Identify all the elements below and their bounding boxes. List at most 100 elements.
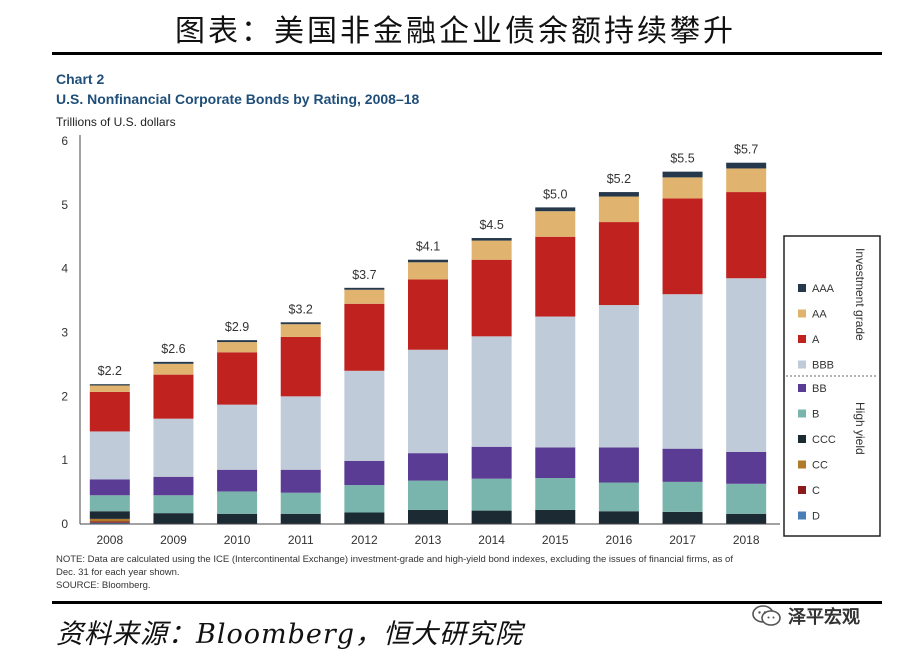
legend-swatch-bb [798,384,806,392]
total-label-2011: $3.2 [289,302,313,316]
bar-segment-bb-2014 [471,446,512,479]
bar-segment-b-2013 [408,480,448,510]
bar-segment-a-2009 [153,374,194,419]
chart-label: Chart 2 [56,71,104,87]
bar-segment-a-2010 [217,352,258,405]
total-label-2017: $5.5 [670,152,694,166]
total-label-2013: $4.1 [416,240,440,254]
note-line-2: Dec. 31 for each year shown. [56,567,180,578]
bar-segment-a-2012 [344,303,385,371]
bar-segment-aaa-2013 [408,259,448,263]
bar-segment-bbb-2010 [217,404,258,470]
legend-label-ccc: CCC [812,434,836,446]
bar-segment-b-2008 [89,495,130,512]
total-label-2010: $2.9 [225,320,249,334]
total-label-2018: $5.7 [734,143,758,157]
y-tick-label: 2 [61,389,68,403]
bar-segment-ccc-2013 [408,509,448,524]
bar-segment-c-2008 [89,521,130,523]
bar-segment-b-2012 [344,485,385,513]
bar-segment-aa-2018 [726,168,767,193]
total-label-2015: $5.0 [543,187,567,201]
bars [89,162,767,524]
page-heading: 图表：美国非金融企业债余额持续攀升 [175,14,736,49]
legend-label-cc: CC [812,460,828,472]
bar-segment-bb-2010 [217,469,258,492]
bar-segment-aaa-2012 [344,287,385,290]
bar-segment-bbb-2011 [280,396,321,470]
bar-segment-b-2015 [535,478,576,510]
note-line-1: NOTE: Data are calculated using the ICE … [56,554,733,565]
bar-segment-b-2009 [153,495,194,514]
bar-segment-d-2008 [89,522,130,524]
bar-segment-b-2017 [662,481,703,512]
bar-segment-aa-2014 [471,240,512,260]
bar-segment-a-2014 [471,259,512,337]
bar-segment-aa-2017 [662,177,703,199]
legend-swatch-cc [798,460,806,469]
x-tick-label-2011: 2011 [288,533,314,547]
total-label-2012: $3.7 [352,268,376,282]
bar-segment-aaa-2016 [598,192,639,197]
bar-segment-aaa-2014 [471,238,512,241]
y-tick-label: 4 [61,262,68,276]
watermark: 泽平宏观 [752,604,860,628]
bar-segment-bb-2008 [89,479,130,496]
bar-segment-bb-2013 [408,453,448,481]
x-tick-label-2014: 2014 [478,533,505,547]
wechat-icon [752,605,781,626]
bar-segment-aa-2010 [217,342,258,353]
bar-segment-b-2010 [217,491,258,514]
total-label-2009: $2.6 [161,342,185,356]
bar-segment-ccc-2008 [89,511,130,519]
bar-segment-bb-2011 [280,469,321,493]
bar-segment-aa-2012 [344,289,385,304]
y-tick-label: 1 [61,453,68,467]
bar-segment-bbb-2015 [535,316,576,448]
x-tick-label-2015: 2015 [542,533,569,547]
bar-segment-aa-2013 [408,262,448,280]
source-line: 资料来源：Bloomberg，恒大研究院 [56,619,524,650]
legend-label-c: C [812,485,820,497]
y-tick-label: 6 [61,134,68,148]
source-note: SOURCE: Bloomberg. [56,580,151,591]
bar-segment-a-2013 [408,279,448,350]
bar-segment-ccc-2018 [726,513,767,524]
x-tick-label-2016: 2016 [606,533,633,547]
bar-segment-a-2008 [89,391,130,432]
watermark-text: 泽平宏观 [788,607,860,627]
bar-segment-a-2018 [726,192,767,279]
legend-swatch-bbb [798,360,806,369]
bar-segment-bbb-2008 [89,431,130,480]
bar-segment-bbb-2013 [408,349,448,454]
bar-segment-aa-2016 [598,196,639,223]
bar-segment-bbb-2016 [598,305,639,448]
bar-segment-aaa-2018 [726,162,767,169]
bar-segment-ccc-2017 [662,511,703,524]
bar-segment-a-2011 [280,336,321,397]
bar-segment-aa-2008 [89,385,130,392]
bar-segment-aa-2011 [280,324,321,337]
bar-segment-aaa-2009 [153,361,194,364]
legend-swatch-b [798,409,806,418]
bar-segment-bbb-2017 [662,294,703,449]
bar-segment-a-2016 [598,222,639,306]
bar-segment-ccc-2012 [344,512,385,524]
legend-label-aa: AA [812,309,827,321]
legend-label-a: A [812,334,820,346]
legend-group-high-yield: High yield [853,402,867,455]
x-tick-label-2013: 2013 [415,533,442,547]
bar-segment-bb-2012 [344,460,385,486]
bar-segment-bb-2016 [598,447,639,483]
bar-segment-aaa-2017 [662,171,703,178]
bar-segment-b-2014 [471,478,512,511]
x-axis: 2008 2009 2010 2011 2012 2013 2014 2015 2016 2017… [80,523,780,547]
bar-segment-bbb-2014 [471,336,512,447]
y-tick-label: 3 [61,326,68,340]
bottom-rule [52,601,882,604]
bar-segment-b-2018 [726,483,767,514]
bar-segment-bb-2017 [662,448,703,482]
total-label-2014: $4.5 [479,218,503,232]
legend-label-aaa: AAA [812,283,835,295]
